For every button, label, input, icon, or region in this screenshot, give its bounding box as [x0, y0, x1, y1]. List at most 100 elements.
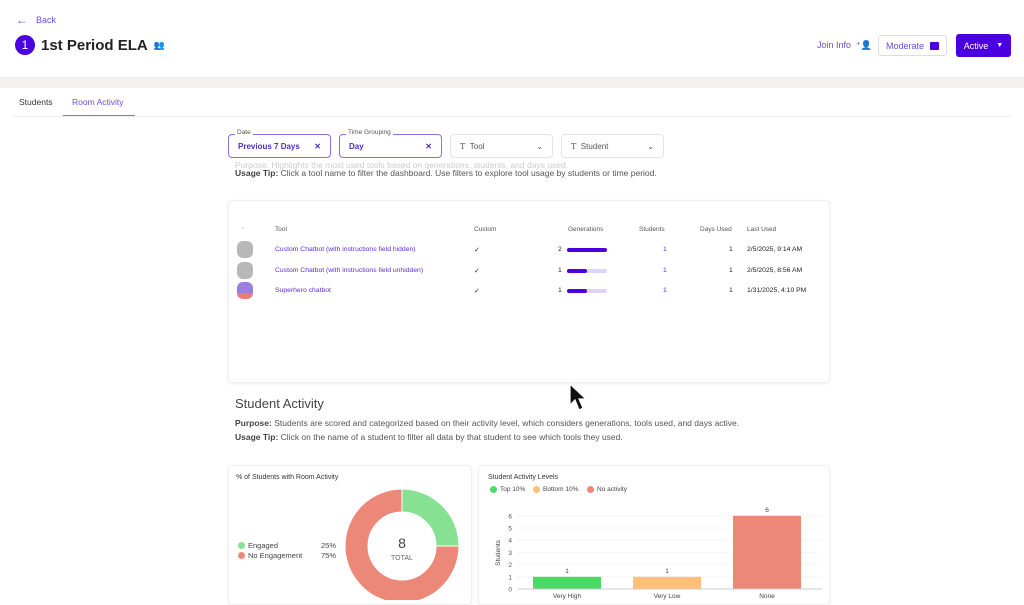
legend-bottom-10[interactable]: Bottom 10%: [533, 486, 578, 493]
legend-label: Top 10%: [500, 486, 526, 493]
legend-engaged[interactable]: Engaged 25%: [238, 541, 336, 550]
chevron-down-icon: ⌄: [536, 141, 543, 151]
days-used: 1: [729, 246, 733, 253]
alert-message-icon: [930, 41, 940, 50]
custom-check: ✓: [474, 288, 480, 295]
generations-bar: [567, 248, 607, 252]
text-type-icon: T: [460, 141, 466, 151]
legend-top-10[interactable]: Top 10%: [490, 486, 525, 493]
donut-chart-title: % of Students with Room Activity: [236, 474, 339, 481]
add-person-icon: ⁺👤: [856, 40, 872, 50]
room-title: 1 1st Period ELA 👥: [15, 35, 165, 55]
status-dropdown[interactable]: Active ▼: [956, 34, 1011, 57]
bar-chart-title: Student Activity Levels: [488, 474, 559, 481]
legend-label: No activity: [597, 486, 627, 493]
back-label: Back: [36, 15, 57, 25]
join-info-button[interactable]: Join Info ⁺👤: [817, 40, 872, 51]
date-filter-value: Previous 7 Days: [238, 141, 300, 151]
generations-count: 1: [558, 287, 562, 294]
generations-count: 1: [558, 266, 562, 274]
legend-swatch: [238, 542, 245, 549]
legend-swatch: [587, 486, 594, 493]
tip-text: Click on the name of a student to filter…: [278, 432, 623, 442]
tab-students[interactable]: Students: [19, 97, 53, 107]
arrow-left-icon: ←: [16, 13, 28, 27]
tool-filter[interactable]: T Tool ⌄: [450, 134, 553, 158]
tip-label: Usage Tip:: [235, 168, 279, 178]
students-count-link[interactable]: 1: [663, 287, 667, 294]
status-label: Active: [963, 40, 989, 51]
student-filter-placeholder: Student: [580, 141, 609, 151]
student-activity-tip: Usage Tip: Click on the name of a studen…: [235, 432, 623, 442]
generations-bar: [567, 289, 607, 293]
sort-icon[interactable]: ⌃: [240, 227, 246, 234]
time-grouping-label: Time Grouping: [346, 129, 393, 136]
students-count-link[interactable]: 1: [663, 246, 667, 253]
tip-text: Click a tool name to filter the dashboar…: [278, 168, 657, 178]
days-used: 1: [729, 266, 733, 274]
table-row[interactable]: Superhero chatbot ✓ 1 1 1 1/31/2025, 4:1…: [228, 281, 828, 301]
last-used: 2/5/2025, 8:56 AM: [747, 266, 803, 274]
purpose-label: Purpose:: [235, 418, 272, 428]
tool-name-link[interactable]: Custom Chatbot (with instructions field …: [275, 266, 424, 274]
purpose-text: Students are scored and categorized base…: [271, 418, 740, 428]
superhero-avatar-icon: [237, 282, 253, 299]
moderate-button[interactable]: Moderate: [878, 35, 947, 56]
legend-no-activity[interactable]: No activity: [587, 486, 627, 493]
legend-swatch: [238, 552, 245, 559]
table-row[interactable]: Custom Chatbot (with instructions field …: [228, 261, 828, 281]
text-type-icon: T: [571, 141, 577, 151]
mouse-cursor-icon: [569, 383, 588, 411]
legend-value: 25%: [321, 541, 337, 550]
clear-icon[interactable]: ✕: [425, 141, 432, 151]
robot-avatar-icon: [237, 241, 253, 258]
table-row[interactable]: Custom Chatbot (with instructions field …: [228, 240, 828, 260]
chevron-down-icon: ⌄: [647, 141, 654, 151]
column-header-custom[interactable]: Custom: [474, 226, 497, 233]
legend-label: No Engagement: [248, 551, 303, 560]
tool-name-link[interactable]: Custom Chatbot (with instructions field …: [275, 246, 416, 253]
engagement-chart-card: [228, 465, 472, 605]
tab-room-activity[interactable]: Room Activity: [72, 97, 124, 107]
tools-table-card: [228, 200, 830, 383]
column-header-days-used[interactable]: Days Used: [700, 226, 732, 233]
generations-bar: [567, 268, 607, 273]
tools-usage-tip: Usage Tip: Click a tool name to filter t…: [235, 168, 657, 178]
room-header: ← Back 1 1st Period ELA 👥 Join Info ⁺👤 Mod…: [0, 0, 1024, 78]
group-icon: 👥: [153, 39, 165, 50]
page-title: 1st Period ELA: [41, 36, 148, 54]
tool-filter-placeholder: Tool: [469, 141, 485, 151]
last-used: 1/31/2025, 4:10 PM: [747, 287, 807, 294]
student-filter[interactable]: T Student ⌄: [561, 134, 664, 158]
custom-check: ✓: [474, 267, 480, 275]
date-filter[interactable]: Date Previous 7 Days ✕: [228, 129, 331, 158]
column-header-students[interactable]: Students: [639, 226, 665, 233]
time-grouping-filter[interactable]: Time Grouping Day ✕: [339, 129, 442, 158]
join-info-label: Join Info: [817, 40, 852, 50]
legend-value: 75%: [321, 551, 337, 560]
column-header-generations[interactable]: Generations: [568, 226, 604, 233]
moderate-label: Moderate: [885, 40, 925, 51]
students-count-link[interactable]: 1: [663, 266, 667, 274]
student-activity-title: Student Activity: [235, 396, 324, 411]
robot-avatar-icon: [237, 261, 253, 279]
column-header-tool[interactable]: Tool: [275, 226, 287, 233]
days-used: 1: [729, 287, 733, 294]
legend-no-engagement[interactable]: No Engagement 75%: [238, 551, 336, 560]
last-used: 2/5/2025, 9:14 AM: [747, 246, 803, 253]
activity-levels-chart-card: [478, 465, 830, 605]
custom-check: ✓: [474, 247, 480, 254]
legend-swatch: [490, 486, 497, 493]
tip-label: Usage Tip:: [235, 432, 279, 442]
column-header-last-used[interactable]: Last Used: [747, 226, 777, 233]
tool-name-link[interactable]: Superhero chatbot: [275, 287, 331, 294]
date-filter-label: Date: [235, 129, 253, 136]
divider: [12, 116, 1012, 117]
generations-count: 2: [558, 246, 562, 253]
divider: [0, 78, 1024, 88]
caret-down-icon: ▼: [996, 42, 1004, 49]
back-link[interactable]: ← Back: [16, 13, 56, 27]
legend-label: Bottom 10%: [543, 486, 579, 493]
student-activity-purpose: Purpose: Students are scored and categor…: [235, 418, 739, 428]
clear-icon[interactable]: ✕: [314, 141, 321, 151]
